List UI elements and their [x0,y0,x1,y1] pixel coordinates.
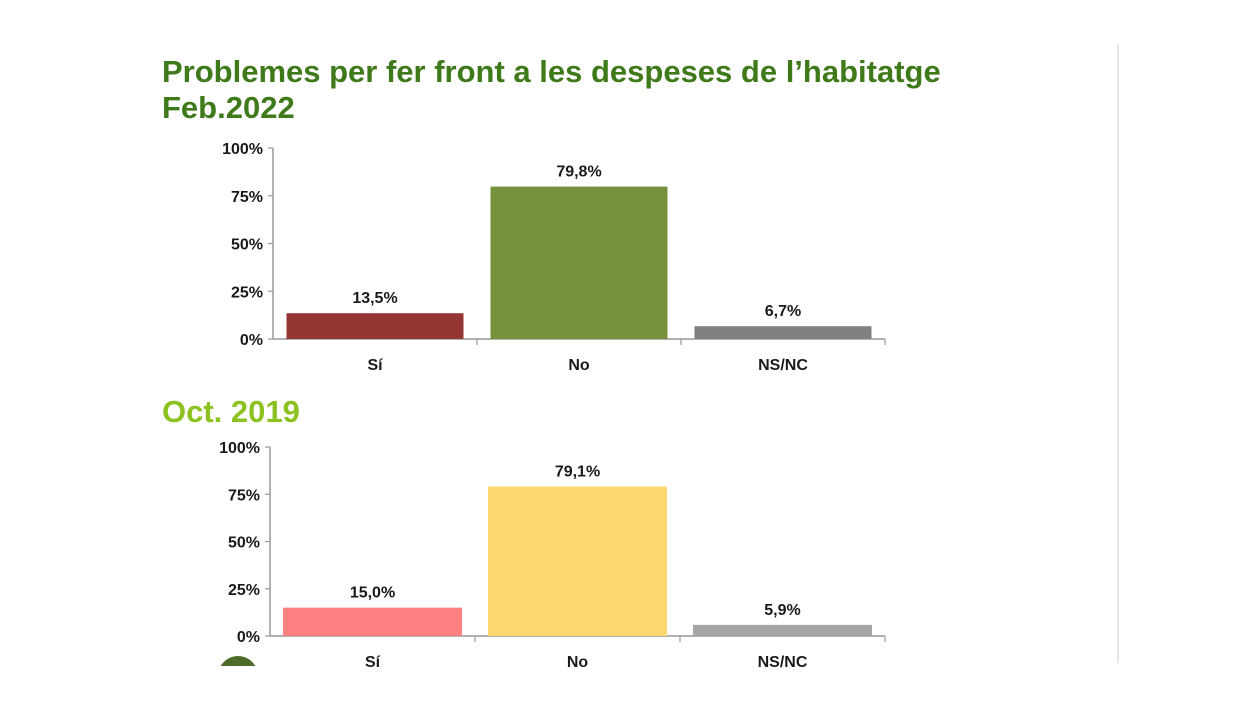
chart-title-text: Problemes per fer front a les despeses d… [162,54,941,89]
bar-s [286,313,464,339]
y-tick-label: 100% [219,440,260,457]
x-tick-label: Sí [365,654,381,671]
chart-title-oct-2019: Oct. 2019 [162,394,300,429]
y-tick-label: 0% [240,332,263,349]
y-tick-label: 25% [228,582,260,599]
data-label: 6,7% [765,303,801,320]
y-tick-label: 50% [228,535,260,552]
data-label: 5,9% [764,602,800,619]
bar-s [283,607,462,636]
slide-divider [1117,45,1119,663]
bar-nsnc [693,624,872,636]
bar-no [490,186,668,339]
logo-fragment [218,656,258,666]
data-label: 79,8% [556,164,601,181]
y-tick-label: 75% [228,487,260,504]
data-label: 15,0% [350,585,395,602]
x-tick-label: Sí [367,357,383,374]
x-tick-label: No [568,357,590,374]
data-label: 79,1% [555,464,600,481]
y-tick-label: 25% [231,284,263,301]
x-tick-label: NS/NC [758,654,808,671]
y-tick-label: 100% [222,141,263,158]
bar-no [488,486,667,636]
y-tick-label: 75% [231,189,263,206]
chart-title: Problemes per fer front a les despeses d… [162,54,941,126]
bar-nsnc [694,326,872,339]
x-tick-label: No [567,654,589,671]
y-tick-label: 0% [237,629,260,646]
chart-subtitle-feb-2022: Feb.2022 [162,90,295,125]
x-tick-label: NS/NC [758,357,808,374]
data-label: 13,5% [352,290,397,307]
y-tick-label: 50% [231,237,263,254]
